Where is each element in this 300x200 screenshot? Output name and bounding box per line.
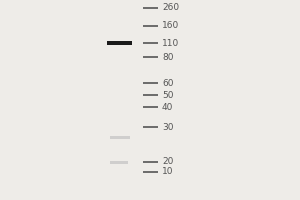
Text: 10: 10 bbox=[162, 168, 173, 176]
Text: 50: 50 bbox=[162, 90, 173, 99]
Bar bbox=[107, 41, 132, 45]
Text: 20: 20 bbox=[162, 158, 173, 166]
Text: 260: 260 bbox=[162, 3, 179, 12]
Text: 30: 30 bbox=[162, 122, 173, 132]
Text: 40: 40 bbox=[162, 102, 173, 112]
Text: 110: 110 bbox=[162, 38, 179, 47]
Bar bbox=[110, 136, 130, 138]
Text: 160: 160 bbox=[162, 21, 179, 30]
Bar bbox=[110, 160, 128, 164]
Text: 80: 80 bbox=[162, 52, 173, 62]
Text: 60: 60 bbox=[162, 78, 173, 88]
